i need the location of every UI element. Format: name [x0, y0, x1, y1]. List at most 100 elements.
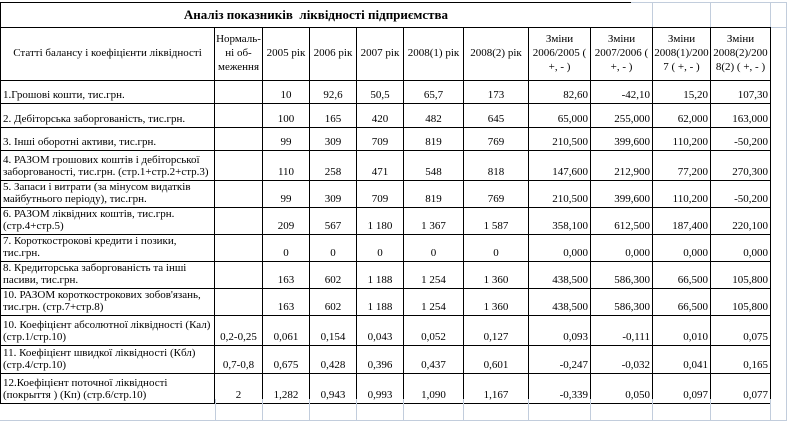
column-header-2006[interactable]: 2006 рік — [309, 27, 357, 81]
value-cell[interactable]: 163 — [262, 261, 310, 289]
row-label-cell[interactable]: 8. Кредиторська заборгованість та інші п… — [0, 261, 215, 289]
value-cell[interactable]: 209 — [262, 207, 310, 235]
change-cell[interactable]: 0,000 — [710, 234, 771, 262]
change-cell[interactable]: -50,200 — [710, 127, 771, 151]
change-cell[interactable]: 15,20 — [652, 80, 711, 104]
value-cell[interactable]: 0 — [356, 234, 404, 262]
value-cell[interactable]: 99 — [262, 180, 310, 208]
value-cell[interactable]: 0 — [262, 234, 310, 262]
change-cell[interactable]: 586,300 — [590, 261, 653, 289]
column-header-2005[interactable]: 2005 рік — [262, 27, 310, 81]
change-cell[interactable]: -42,10 — [590, 80, 653, 104]
row-label-cell[interactable]: 7. Короткострокові кредити і позики, тис… — [0, 234, 215, 262]
change-cell[interactable]: 0,077 — [710, 373, 771, 404]
change-cell[interactable]: 0,000 — [652, 234, 711, 262]
value-cell[interactable]: 769 — [463, 127, 529, 151]
value-cell[interactable]: 309 — [309, 127, 357, 151]
value-cell[interactable]: 1 188 — [356, 261, 404, 289]
value-cell[interactable]: 819 — [403, 127, 464, 151]
value-cell[interactable]: 1 254 — [403, 288, 464, 316]
change-cell[interactable]: 110,200 — [652, 180, 711, 208]
value-cell[interactable]: 0 — [463, 234, 529, 262]
column-header-2008-1[interactable]: 2008(1) рік — [403, 27, 464, 81]
change-cell[interactable]: -50,200 — [710, 180, 771, 208]
row-label-cell[interactable]: 6. РАЗОМ ліквідних коштів, тис.грн. (стр… — [0, 207, 215, 235]
value-cell[interactable]: 482 — [403, 103, 464, 128]
value-cell[interactable]: 65,7 — [403, 80, 464, 104]
column-header-2007[interactable]: 2007 рік — [356, 27, 404, 81]
change-cell[interactable]: 399,600 — [590, 180, 653, 208]
value-cell[interactable]: 0,437 — [403, 345, 464, 374]
value-cell[interactable]: 1 360 — [463, 261, 529, 289]
change-cell[interactable]: 147,600 — [528, 150, 591, 181]
norm-cell[interactable] — [214, 103, 263, 128]
change-cell[interactable]: -0,032 — [590, 345, 653, 374]
change-cell[interactable]: 105,800 — [710, 288, 771, 316]
value-cell[interactable]: 769 — [463, 180, 529, 208]
value-cell[interactable]: 709 — [356, 180, 404, 208]
change-cell[interactable]: 612,500 — [590, 207, 653, 235]
change-cell[interactable]: 105,800 — [710, 261, 771, 289]
value-cell[interactable]: 110 — [262, 150, 310, 181]
value-cell[interactable]: 173 — [463, 80, 529, 104]
column-header-articles[interactable]: Статті балансу і коефіцієнти ліквідності — [0, 27, 215, 81]
norm-cell[interactable]: 0,2-0,25 — [214, 315, 263, 346]
value-cell[interactable]: 165 — [309, 103, 357, 128]
change-cell[interactable]: 0,010 — [652, 315, 711, 346]
change-cell[interactable]: 438,500 — [528, 288, 591, 316]
row-label-cell[interactable]: 10. РАЗОМ короткострокових зобов'язань, … — [0, 288, 215, 316]
value-cell[interactable]: 0,052 — [403, 315, 464, 346]
value-cell[interactable]: 1 180 — [356, 207, 404, 235]
value-cell[interactable]: 10 — [262, 80, 310, 104]
norm-cell[interactable]: 0,7-0,8 — [214, 345, 263, 374]
change-cell[interactable]: 210,500 — [528, 180, 591, 208]
value-cell[interactable]: 420 — [356, 103, 404, 128]
row-label-cell[interactable]: 5. Запаси і витрати (за мінусом видатків… — [0, 180, 215, 208]
change-cell[interactable]: 0,075 — [710, 315, 771, 346]
change-cell[interactable]: 210,500 — [528, 127, 591, 151]
value-cell[interactable]: 602 — [309, 261, 357, 289]
value-cell[interactable]: 1,167 — [463, 373, 529, 404]
row-label-cell[interactable]: 10. Коефіцієнт абсолютної ліквідності (К… — [0, 315, 215, 346]
value-cell[interactable]: 1,090 — [403, 373, 464, 404]
value-cell[interactable]: 309 — [309, 180, 357, 208]
value-cell[interactable]: 163 — [262, 288, 310, 316]
value-cell[interactable]: 92,6 — [309, 80, 357, 104]
value-cell[interactable]: 1 254 — [403, 261, 464, 289]
norm-cell[interactable] — [214, 288, 263, 316]
value-cell[interactable]: 602 — [309, 288, 357, 316]
column-header-change-2008-2008[interactable]: Зміни 2008(2)/200 8(2) ( +, - ) — [710, 27, 771, 81]
value-cell[interactable]: 1 367 — [403, 207, 464, 235]
change-cell[interactable]: -0,247 — [528, 345, 591, 374]
norm-cell[interactable] — [214, 150, 263, 181]
norm-cell[interactable] — [214, 261, 263, 289]
column-header-change-2006-2005[interactable]: Зміни 2006/2005 ( +, - ) — [528, 27, 591, 81]
row-label-cell[interactable]: 3. Інші оборотні активи, тис.грн. — [0, 127, 215, 151]
row-label-cell[interactable]: 11. Коефіцієнт швидкої ліквідності (Кбл)… — [0, 345, 215, 374]
value-cell[interactable]: 0 — [403, 234, 464, 262]
norm-cell[interactable] — [214, 180, 263, 208]
change-cell[interactable]: -0,111 — [590, 315, 653, 346]
change-cell[interactable]: 0,000 — [590, 234, 653, 262]
value-cell[interactable]: 645 — [463, 103, 529, 128]
value-cell[interactable]: 1,282 — [262, 373, 310, 404]
change-cell[interactable]: 0,093 — [528, 315, 591, 346]
change-cell[interactable]: 399,600 — [590, 127, 653, 151]
value-cell[interactable]: 0,043 — [356, 315, 404, 346]
change-cell[interactable]: 220,100 — [710, 207, 771, 235]
value-cell[interactable]: 709 — [356, 127, 404, 151]
change-cell[interactable]: 82,60 — [528, 80, 591, 104]
change-cell[interactable]: 0,050 — [590, 373, 653, 404]
change-cell[interactable]: 438,500 — [528, 261, 591, 289]
change-cell[interactable]: 255,000 — [590, 103, 653, 128]
norm-cell[interactable] — [214, 80, 263, 104]
value-cell[interactable]: 1 360 — [463, 288, 529, 316]
norm-cell[interactable] — [214, 127, 263, 151]
value-cell[interactable]: 0,943 — [309, 373, 357, 404]
change-cell[interactable]: 66,500 — [652, 288, 711, 316]
change-cell[interactable]: 62,000 — [652, 103, 711, 128]
value-cell[interactable]: 819 — [403, 180, 464, 208]
row-label-cell[interactable]: 1.Грошові кошти, тис.грн. — [0, 80, 215, 104]
change-cell[interactable]: 358,100 — [528, 207, 591, 235]
change-cell[interactable]: 110,200 — [652, 127, 711, 151]
